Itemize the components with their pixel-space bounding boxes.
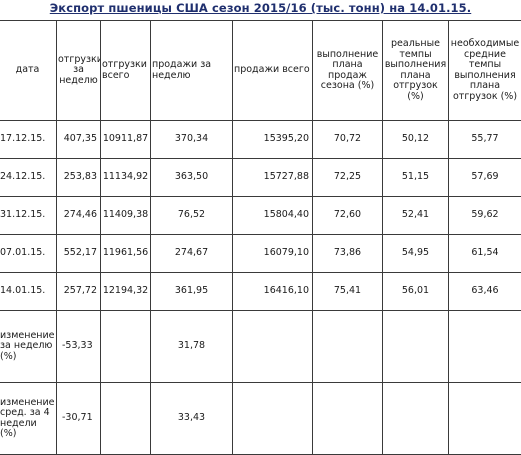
header-needed-rate: необходимые средние темпы выполнения пла… xyxy=(449,21,521,121)
header-sales-week: продажи за неделю xyxy=(151,21,233,121)
cell-date: 07.01.15. xyxy=(0,235,57,273)
cell-ship-week: 552,17 xyxy=(57,235,101,273)
cell-sales-total: 15395,20 xyxy=(233,121,313,159)
cell-ship-week: 257,72 xyxy=(57,273,101,311)
cell-ship-week: 407,35 xyxy=(57,121,101,159)
cell-plan: 70,72 xyxy=(313,121,383,159)
change-4w-label: изменение сред. за 4 недели (%) xyxy=(0,383,57,455)
cell-sales-week: 361,95 xyxy=(151,273,233,311)
cell-sales-week: 363,50 xyxy=(151,159,233,197)
cell-plan: 73,86 xyxy=(313,235,383,273)
cell-real: 52,41 xyxy=(383,197,449,235)
header-shipments-total: отгрузки всего xyxy=(101,21,151,121)
wheat-export-table: дата отгрузки за неделю отгрузки всего п… xyxy=(0,20,521,455)
cell-plan: 72,25 xyxy=(313,159,383,197)
header-sales-total: продажи всего xyxy=(233,21,313,121)
empty-cell xyxy=(449,311,521,383)
cell-ship-week: 253,83 xyxy=(57,159,101,197)
header-real-rate: реальные темпы выполнения плана отгрузок… xyxy=(383,21,449,121)
empty-cell xyxy=(383,383,449,455)
cell-ship-total: 12194,32 xyxy=(101,273,151,311)
cell-ship-total: 11134,92 xyxy=(101,159,151,197)
header-row: дата отгрузки за неделю отгрузки всего п… xyxy=(0,21,521,121)
cell-sales-week: 274,67 xyxy=(151,235,233,273)
header-shipments-week: отгрузки за неделю xyxy=(57,21,101,121)
cell-needed: 63,46 xyxy=(449,273,521,311)
cell-needed: 61,54 xyxy=(449,235,521,273)
cell-plan: 72,60 xyxy=(313,197,383,235)
empty-cell xyxy=(233,311,313,383)
cell-real: 56,01 xyxy=(383,273,449,311)
cell-ship-week: 274,46 xyxy=(57,197,101,235)
cell-needed: 59,62 xyxy=(449,197,521,235)
cell-real: 54,95 xyxy=(383,235,449,273)
change-week-sales: 31,78 xyxy=(151,311,233,383)
cell-plan: 75,41 xyxy=(313,273,383,311)
empty-cell xyxy=(383,311,449,383)
header-plan-sales: выполнение плана продаж сезона (%) xyxy=(313,21,383,121)
change-week-label: изменение за неделю (%) xyxy=(0,311,57,383)
empty-cell xyxy=(101,383,151,455)
table-row: 07.01.15. 552,17 11961,56 274,67 16079,1… xyxy=(0,235,521,273)
cell-real: 51,15 xyxy=(383,159,449,197)
cell-sales-total: 16079,10 xyxy=(233,235,313,273)
cell-date: 14.01.15. xyxy=(0,273,57,311)
change-4w-sales: 33,43 xyxy=(151,383,233,455)
empty-cell xyxy=(101,311,151,383)
cell-sales-total: 15727,88 xyxy=(233,159,313,197)
change-4w-ship: -30,71 xyxy=(57,383,101,455)
cell-ship-total: 10911,87 xyxy=(101,121,151,159)
change-4w-row: изменение сред. за 4 недели (%) -30,71 3… xyxy=(0,383,521,455)
cell-sales-week: 76,52 xyxy=(151,197,233,235)
cell-needed: 57,69 xyxy=(449,159,521,197)
table-row: 31.12.15. 274,46 11409,38 76,52 15804,40… xyxy=(0,197,521,235)
cell-ship-total: 11961,56 xyxy=(101,235,151,273)
header-date: дата xyxy=(0,21,57,121)
cell-sales-total: 15804,40 xyxy=(233,197,313,235)
table-row: 24.12.15. 253,83 11134,92 363,50 15727,8… xyxy=(0,159,521,197)
empty-cell xyxy=(313,383,383,455)
cell-date: 31.12.15. xyxy=(0,197,57,235)
change-week-ship: -53,33 xyxy=(57,311,101,383)
empty-cell xyxy=(233,383,313,455)
cell-sales-week: 370,34 xyxy=(151,121,233,159)
cell-date: 24.12.15. xyxy=(0,159,57,197)
table-row: 14.01.15. 257,72 12194,32 361,95 16416,1… xyxy=(0,273,521,311)
table-row: 17.12.15. 407,35 10911,87 370,34 15395,2… xyxy=(0,121,521,159)
empty-cell xyxy=(313,311,383,383)
cell-real: 50,12 xyxy=(383,121,449,159)
table-title: Экспорт пшеницы США сезон 2015/16 (тыс. … xyxy=(0,1,521,15)
empty-cell xyxy=(449,383,521,455)
change-week-row: изменение за неделю (%) -53,33 31,78 xyxy=(0,311,521,383)
cell-date: 17.12.15. xyxy=(0,121,57,159)
cell-ship-total: 11409,38 xyxy=(101,197,151,235)
cell-sales-total: 16416,10 xyxy=(233,273,313,311)
cell-needed: 55,77 xyxy=(449,121,521,159)
